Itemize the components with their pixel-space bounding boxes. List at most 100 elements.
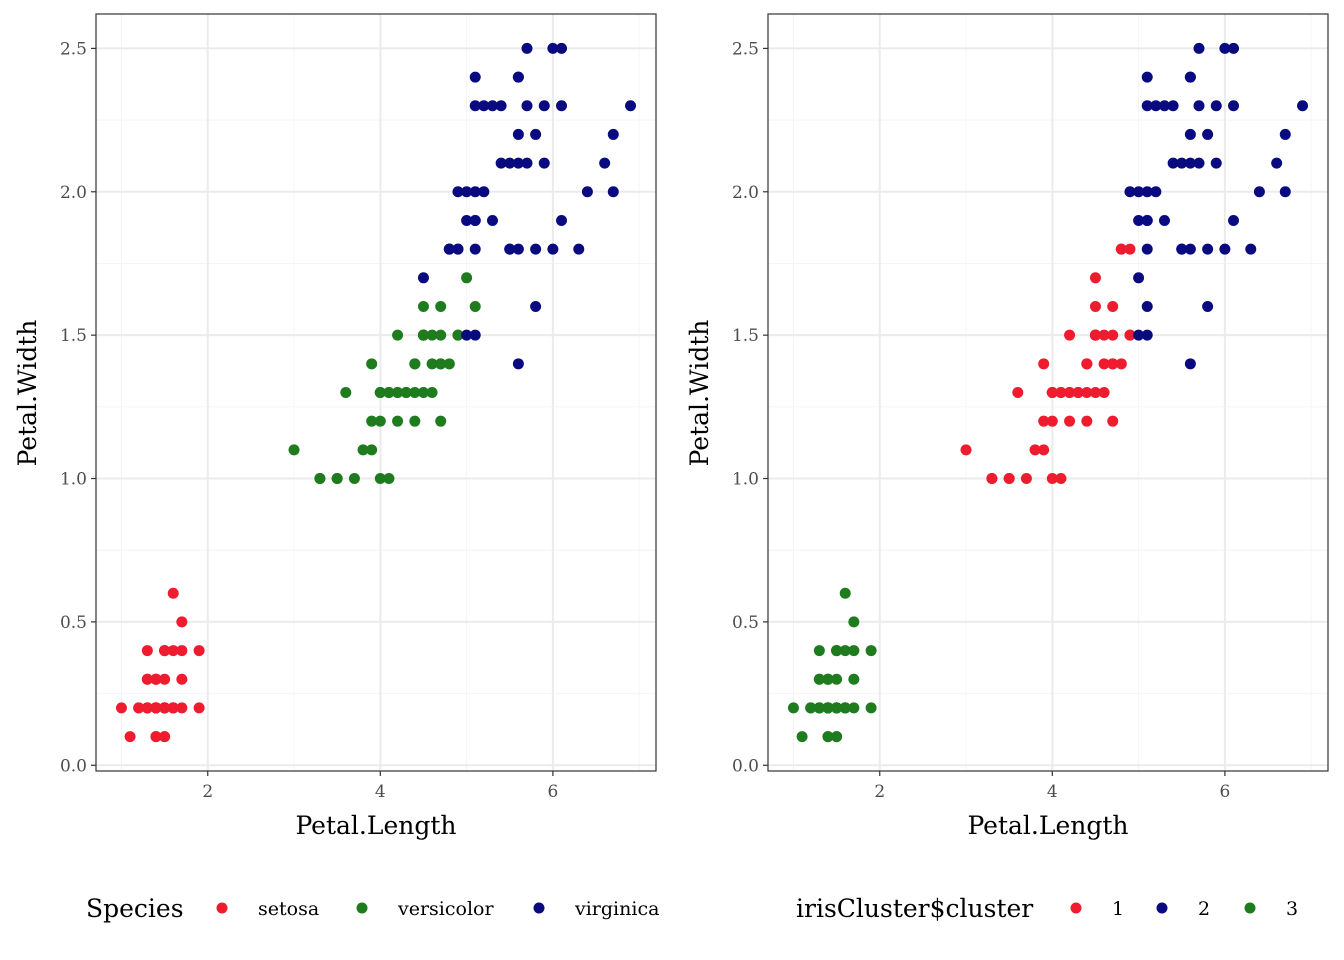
point-1 [1089,329,1101,341]
point-3 [839,645,851,657]
point-versicolor [314,473,326,485]
point-3 [831,702,843,714]
point-virginica [538,157,550,169]
point-virginica [530,243,542,255]
point-1 [1081,415,1093,427]
point-1 [1098,358,1110,370]
y-tick-label: 2.5 [60,39,87,59]
point-versicolor [417,387,429,398]
point-1 [1081,358,1093,370]
point-virginica [469,329,481,341]
point-versicolor [409,415,421,427]
y-tick-label: 2.5 [732,39,759,59]
point-2 [1193,42,1205,54]
cluster-legend: irisCluster$cluster 1 2 3 [796,894,1298,923]
point-virginica [478,186,490,198]
point-setosa [193,702,205,714]
point-2 [1133,186,1145,198]
y-ticks: 0.0 0.5 1.0 1.5 2.0 2.5 [60,39,96,776]
point-2 [1210,100,1222,112]
point-versicolor [366,444,378,456]
x-ticks: 2 4 6 [874,771,1230,802]
legend-key-versicolor [356,902,368,914]
point-setosa [176,645,188,657]
point-1 [1055,387,1067,398]
point-virginica [512,157,524,169]
point-2 [1176,157,1188,169]
point-virginica [556,214,568,226]
point-setosa [167,702,179,714]
point-2 [1228,100,1240,112]
point-virginica [469,186,481,198]
point-virginica [461,329,473,341]
point-virginica [469,214,481,226]
point-1 [1115,243,1127,255]
point-versicolor [435,300,447,312]
point-versicolor [366,415,378,427]
point-2 [1141,71,1153,83]
point-2 [1219,243,1231,255]
point-1 [1029,444,1041,456]
species-legend: Species setosa versicolor virginica [86,894,659,923]
y-tick-label: 1.5 [732,326,759,346]
point-virginica [504,243,516,255]
point-2 [1184,157,1196,169]
point-virginica [556,100,568,112]
point-1 [1064,387,1076,398]
grid [96,14,656,771]
point-virginica [469,100,481,112]
y-tick-label: 2.0 [60,183,87,203]
point-virginica [512,358,524,370]
point-virginica [512,71,524,83]
point-setosa [159,731,171,743]
point-virginica [461,186,473,198]
point-2 [1141,214,1153,226]
point-versicolor [383,473,395,485]
legend-key-cluster-1 [1070,902,1082,914]
point-virginica [521,100,533,112]
legend-key-cluster-3 [1244,902,1256,914]
legend-label-cluster-3: 3 [1286,898,1298,920]
point-virginica [573,243,585,255]
point-3 [822,673,834,685]
point-setosa [176,616,188,628]
point-2 [1150,186,1162,198]
point-versicolor [366,358,378,370]
point-1 [1124,243,1136,255]
point-setosa [133,702,145,714]
point-1 [1038,415,1050,427]
point-1 [1003,473,1015,485]
point-setosa [167,587,179,599]
point-1 [1046,473,1058,485]
point-versicolor [383,387,395,398]
point-versicolor [374,473,386,485]
point-3 [848,702,860,714]
point-setosa [150,673,162,685]
point-virginica [469,71,481,83]
point-setosa [159,702,171,714]
point-virginica [461,214,473,226]
point-2 [1228,42,1240,54]
point-versicolor [392,415,404,427]
point-2 [1253,186,1265,198]
point-2 [1279,186,1291,198]
point-1 [1064,329,1076,341]
point-3 [831,673,843,685]
cluster-scatter-panel: 2 4 6 0.0 0.5 1.0 1.5 2.0 2.5 Petal.Length Peta… [685,13,1329,923]
point-2 [1141,186,1153,198]
point-1 [1012,387,1024,398]
point-versicolor [400,387,412,398]
x-tick-label: 2 [874,782,885,802]
point-2 [1202,243,1214,255]
legend-label-cluster-2: 2 [1198,898,1210,920]
x-tick-label: 2 [202,782,213,802]
x-tick-label: 6 [1219,782,1230,802]
legend-label-cluster-1: 1 [1112,898,1124,920]
point-1 [1098,387,1110,398]
y-tick-label: 1.0 [732,470,759,490]
y-tick-label: 0.0 [60,756,87,776]
point-versicolor [435,329,447,341]
point-3 [848,616,860,628]
point-1 [1089,272,1101,284]
